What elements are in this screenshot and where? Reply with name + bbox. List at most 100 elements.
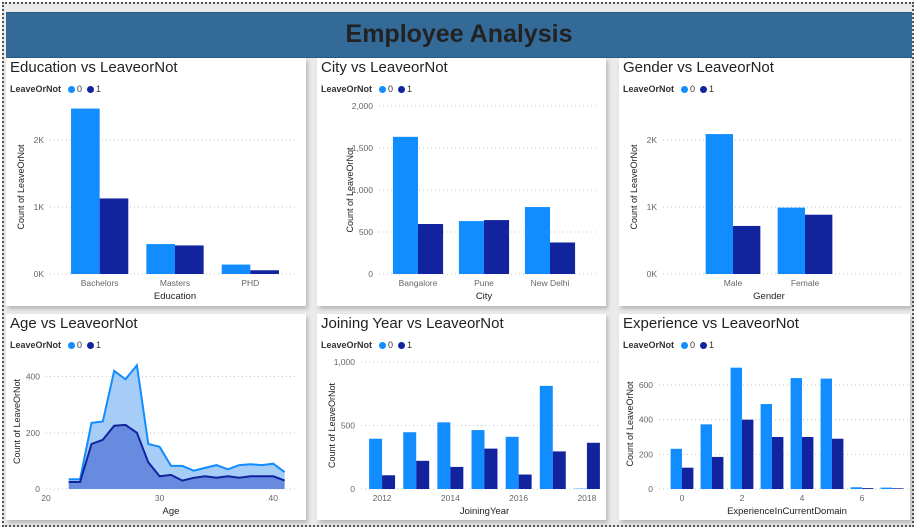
legend-swatch-0 xyxy=(68,85,76,93)
bar-Pune-series-1 xyxy=(484,220,510,274)
bar-Masters-series-1 xyxy=(175,245,204,274)
legend-swatch-1 xyxy=(700,85,708,93)
bar-3-series-1 xyxy=(772,437,784,489)
legend-title: LeaveOrNot xyxy=(10,340,62,350)
legend-entry-0: 0 xyxy=(690,340,696,350)
chart-title: Experience vs LeaveorNot xyxy=(623,315,799,332)
x-tick-label: Female xyxy=(791,278,820,288)
y-tick-label: 400 xyxy=(26,372,40,382)
legend-entry-1: 1 xyxy=(709,340,715,350)
bar-2017-series-0 xyxy=(539,385,553,489)
bar-2015-series-0 xyxy=(471,430,485,489)
header-banner: Employee Analysis xyxy=(6,12,912,58)
bar-7-series-0 xyxy=(880,487,892,489)
x-tick-label: 4 xyxy=(800,493,805,503)
education-chart-card[interactable]: Education vs LeaveorNot LeaveOrNot 0 1 0… xyxy=(6,58,306,306)
bar-Male-series-1 xyxy=(733,225,761,274)
y-tick-label: 0 xyxy=(35,484,40,494)
x-tick-label: Bangalore xyxy=(399,278,438,288)
bar-3-series-0 xyxy=(760,404,772,489)
y-tick-label: 500 xyxy=(341,421,355,431)
y-tick-label: 0K xyxy=(647,269,658,279)
chart-legend[interactable]: LeaveOrNot 0 1 xyxy=(10,84,104,94)
bar-2016-series-0 xyxy=(505,436,519,489)
legend-entry-0: 0 xyxy=(77,340,83,350)
experience-chart-plot: 0 200 400 600 Count of LeaveOrNot 0 2 4 6 Experie… xyxy=(625,367,909,517)
legend-entry-1: 1 xyxy=(96,340,102,350)
x-tick-label: 20 xyxy=(41,493,51,503)
joining-year-chart-card[interactable]: Joining Year vs LeaveorNot LeaveOrNot 0 … xyxy=(317,314,606,520)
y-axis-label: Count of LeaveOrNot xyxy=(629,144,639,230)
experience-chart-card[interactable]: Experience vs LeaveorNot LeaveOrNot 0 1 … xyxy=(619,314,910,520)
y-tick-label: 0 xyxy=(368,269,373,279)
x-tick-label: 40 xyxy=(269,493,279,503)
age-chart-plot: 0 200 400 Count of LeaveOrNot 20 30 40 Age xyxy=(12,362,296,517)
joining-year-chart-plot: 0 500 1,000 Count of LeaveOrNot 2012 2014 2016… xyxy=(327,357,601,517)
age-chart-card[interactable]: Age vs LeaveorNot LeaveOrNot 0 1 0 200 400… xyxy=(6,314,306,520)
x-tick-label: 2016 xyxy=(509,493,528,503)
x-tick-label: 0 xyxy=(680,493,685,503)
chart-legend[interactable]: LeaveOrNot 0 1 xyxy=(623,340,717,350)
legend-entry-0: 0 xyxy=(388,340,394,350)
y-tick-label: 1,000 xyxy=(352,185,374,195)
legend-entry-1: 1 xyxy=(96,84,102,94)
legend-swatch-0 xyxy=(379,341,387,349)
y-tick-label: 2K xyxy=(34,135,45,145)
chart-title: Joining Year vs LeaveorNot xyxy=(321,315,504,332)
bar-4-series-0 xyxy=(790,378,802,489)
y-tick-label: 200 xyxy=(26,428,40,438)
bar-2012-series-0 xyxy=(369,438,383,489)
x-tick-label: New Delhi xyxy=(531,278,570,288)
x-axis-label: Education xyxy=(154,291,196,302)
x-tick-label: PHD xyxy=(241,278,259,288)
bar-1-series-0 xyxy=(700,424,712,489)
bar-2016-series-1 xyxy=(518,474,532,489)
bar-0-series-0 xyxy=(670,448,682,489)
bar-PHD-series-0 xyxy=(221,264,251,274)
y-tick-label: 0 xyxy=(350,484,355,494)
legend-swatch-1 xyxy=(398,341,406,349)
legend-entry-1: 1 xyxy=(407,340,413,350)
legend-entry-0: 0 xyxy=(388,84,394,94)
bar-2018-series-1 xyxy=(586,442,600,489)
legend-swatch-0 xyxy=(68,341,76,349)
x-axis-label: Gender xyxy=(753,291,785,302)
line-series-1 xyxy=(68,423,285,483)
legend-title: LeaveOrNot xyxy=(623,84,675,94)
bar-2017-series-1 xyxy=(552,451,566,489)
x-axis-label: ExperienceInCurrentDomain xyxy=(727,506,847,517)
y-axis-label: Count of LeaveOrNot xyxy=(12,378,22,464)
x-tick-label: 2018 xyxy=(577,493,596,503)
bar-Masters-series-0 xyxy=(146,244,175,274)
legend-title: LeaveOrNot xyxy=(10,84,62,94)
bar-2014-series-0 xyxy=(437,422,451,489)
chart-title: Education vs LeaveorNot xyxy=(10,59,178,76)
legend-swatch-0 xyxy=(681,85,689,93)
y-tick-label: 0K xyxy=(34,269,45,279)
chart-title: Age vs LeaveorNot xyxy=(10,315,138,332)
city-chart-card[interactable]: City vs LeaveorNot LeaveOrNot 0 1 0 500 1,… xyxy=(317,58,606,306)
gender-chart-card[interactable]: Gender vs LeaveorNot LeaveOrNot 0 1 0K 1K… xyxy=(619,58,910,306)
chart-legend[interactable]: LeaveOrNot 0 1 xyxy=(321,84,415,94)
bar-6-series-1 xyxy=(862,488,874,489)
bar-4-series-1 xyxy=(802,437,814,489)
legend-swatch-1 xyxy=(700,341,708,349)
bar-Female-series-0 xyxy=(777,207,805,274)
bar-Bangalore-series-0 xyxy=(392,136,418,274)
legend-entry-1: 1 xyxy=(407,84,413,94)
bar-PHD-series-1 xyxy=(250,270,279,274)
bar-2013-series-1 xyxy=(416,460,430,489)
y-tick-label: 1,500 xyxy=(352,143,374,153)
chart-legend[interactable]: LeaveOrNot 0 1 xyxy=(321,340,415,350)
y-tick-label: 400 xyxy=(639,415,653,425)
bar-1-series-1 xyxy=(712,456,724,489)
bar-Female-series-1 xyxy=(805,214,833,274)
legend-swatch-0 xyxy=(379,85,387,93)
chart-title: City vs LeaveorNot xyxy=(321,59,448,76)
legend-swatch-1 xyxy=(398,85,406,93)
chart-legend[interactable]: LeaveOrNot 0 1 xyxy=(10,340,104,350)
bar-2012-series-1 xyxy=(382,475,396,489)
legend-title: LeaveOrNot xyxy=(321,340,373,350)
y-tick-label: 600 xyxy=(639,380,653,390)
chart-legend[interactable]: LeaveOrNot 0 1 xyxy=(623,84,717,94)
